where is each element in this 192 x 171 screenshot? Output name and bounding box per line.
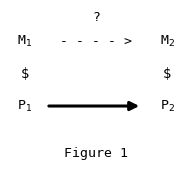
Text: P$_2$: P$_2$ (160, 98, 175, 114)
Text: Figure 1: Figure 1 (64, 147, 128, 160)
Text: $: $ (163, 67, 171, 81)
Text: $: $ (21, 67, 29, 81)
Text: P$_1$: P$_1$ (17, 98, 32, 114)
Text: ?: ? (92, 11, 100, 24)
Text: M$_1$: M$_1$ (17, 34, 32, 49)
Text: - - - - >: - - - - > (60, 35, 132, 48)
Text: M$_2$: M$_2$ (160, 34, 175, 49)
